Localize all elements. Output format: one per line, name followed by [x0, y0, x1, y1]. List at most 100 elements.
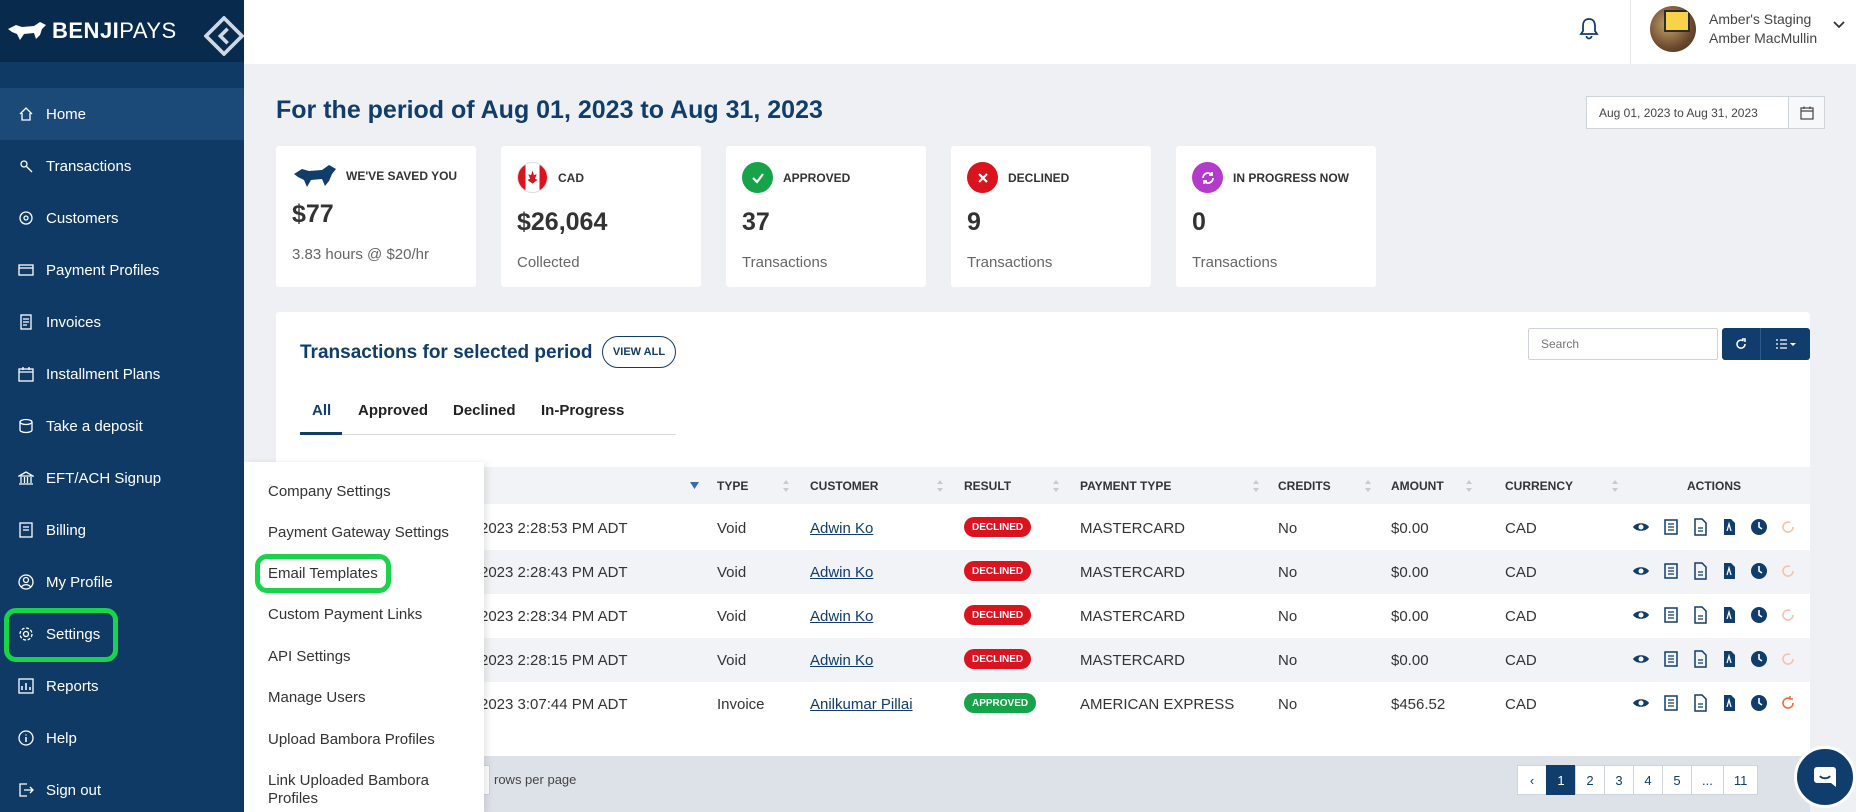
sidebar-item-sign-out[interactable]: Sign out	[0, 764, 244, 812]
search-input[interactable]	[1528, 328, 1718, 360]
refund-icon[interactable]	[1779, 562, 1797, 580]
sidebar-item-settings[interactable]: Settings	[0, 608, 244, 660]
tab-all[interactable]: All	[312, 402, 332, 419]
sidebar-item-take-deposit[interactable]: Take a deposit	[0, 400, 244, 452]
table-row[interactable]: 2023 2:28:15 PM ADT Void Adwin Ko DECLIN…	[276, 638, 1810, 682]
clock-icon[interactable]	[1750, 606, 1768, 624]
receipt-icon[interactable]	[1662, 606, 1680, 624]
column-header[interactable]: CURRENCY	[1505, 479, 1574, 493]
sidebar-item-invoices[interactable]: Invoices	[0, 296, 244, 348]
refund-icon[interactable]	[1779, 606, 1797, 624]
customer-link[interactable]: Adwin Ko	[810, 520, 874, 537]
menu-item-manage-users[interactable]: Manage Users	[268, 689, 366, 706]
receipt-icon[interactable]	[1662, 650, 1680, 668]
document-icon[interactable]	[1691, 694, 1709, 712]
clock-icon[interactable]	[1750, 518, 1768, 536]
view-icon[interactable]	[1632, 518, 1650, 536]
document-icon[interactable]	[1691, 650, 1709, 668]
pdf-icon[interactable]	[1720, 518, 1738, 536]
sort-icon[interactable]	[1252, 479, 1260, 493]
refresh-button[interactable]	[1722, 328, 1760, 360]
clock-icon[interactable]	[1750, 562, 1768, 580]
table-row[interactable]: 2023 2:28:43 PM ADT Void Adwin Ko DECLIN…	[276, 550, 1810, 594]
sidebar-item-payment-profiles[interactable]: Payment Profiles	[0, 244, 244, 296]
refund-icon[interactable]	[1779, 518, 1797, 536]
column-header[interactable]: PAYMENT TYPE	[1080, 479, 1172, 493]
pdf-icon[interactable]	[1720, 562, 1738, 580]
column-header[interactable]: AMOUNT	[1391, 479, 1444, 493]
table-row[interactable]: 2023 3:07:44 PM ADT Invoice Anilkumar Pi…	[276, 682, 1810, 726]
sort-icon[interactable]	[1052, 479, 1060, 493]
menu-item-payment-gateway-settings[interactable]: Payment Gateway Settings	[268, 524, 449, 541]
sidebar-item-billing[interactable]: Billing	[0, 504, 244, 556]
column-header[interactable]: CREDITS	[1278, 479, 1331, 493]
receipt-icon[interactable]	[1662, 562, 1680, 580]
clock-icon[interactable]	[1750, 694, 1768, 712]
sidebar-item-eft-ach-signup[interactable]: EFT/ACH Signup	[0, 452, 244, 504]
customer-link[interactable]: Adwin Ko	[810, 564, 874, 581]
sidebar-item-transactions[interactable]: Transactions	[0, 140, 244, 192]
sidebar-item-reports[interactable]: Reports	[0, 660, 244, 712]
date-range-input[interactable]: Aug 01, 2023 to Aug 31, 2023	[1586, 96, 1790, 129]
user-name[interactable]: Amber MacMullin	[1709, 30, 1818, 46]
avatar[interactable]	[1650, 6, 1696, 52]
column-header[interactable]: RESULT	[964, 479, 1012, 493]
column-header[interactable]: TYPE	[717, 479, 749, 493]
brand-name[interactable]: BENJIPAYS	[52, 18, 177, 43]
sort-icon[interactable]	[1611, 479, 1619, 493]
calendar-button[interactable]	[1788, 96, 1825, 129]
pdf-icon[interactable]	[1720, 650, 1738, 668]
sort-icon[interactable]	[782, 479, 790, 493]
clock-icon[interactable]	[1750, 650, 1768, 668]
refund-icon[interactable]	[1779, 694, 1797, 712]
sort-desc-icon[interactable]	[690, 481, 699, 490]
page-button[interactable]: 2	[1575, 765, 1605, 795]
organization-name[interactable]: Amber's Staging	[1709, 11, 1812, 27]
customer-link[interactable]: Adwin Ko	[810, 652, 874, 669]
view-icon[interactable]	[1632, 562, 1650, 580]
notification-bell-icon[interactable]	[1578, 16, 1600, 40]
page-button[interactable]: 4	[1633, 765, 1663, 795]
tab-in-progress[interactable]: In-Progress	[541, 402, 625, 419]
sort-icon[interactable]	[936, 479, 944, 493]
menu-item-upload-bambora-profiles[interactable]: Upload Bambora Profiles	[268, 731, 435, 748]
sidebar-item-home[interactable]: Home	[0, 88, 244, 140]
sidebar-item-customers[interactable]: Customers	[0, 192, 244, 244]
menu-item-company-settings[interactable]: Company Settings	[268, 483, 391, 500]
view-icon[interactable]	[1632, 606, 1650, 624]
menu-item-link-uploaded-bambora-profiles-line2[interactable]: Profiles	[268, 790, 319, 807]
sidebar-item-my-profile[interactable]: My Profile	[0, 556, 244, 608]
menu-item-email-templates[interactable]: Email Templates	[268, 565, 378, 582]
menu-item-link-uploaded-bambora-profiles[interactable]: Link Uploaded Bambora	[268, 772, 429, 789]
page-button[interactable]: 5	[1662, 765, 1692, 795]
tab-approved[interactable]: Approved	[358, 402, 429, 419]
document-icon[interactable]	[1691, 518, 1709, 536]
sidebar-item-installment-plans[interactable]: Installment Plans	[0, 348, 244, 400]
receipt-icon[interactable]	[1662, 694, 1680, 712]
refund-icon[interactable]	[1779, 650, 1797, 668]
customer-link[interactable]: Anilkumar Pillai	[810, 696, 913, 713]
chat-launcher-button[interactable]	[1794, 746, 1856, 808]
tab-declined[interactable]: Declined	[453, 402, 516, 419]
menu-item-api-settings[interactable]: API Settings	[268, 648, 351, 665]
collapse-sidebar-icon[interactable]	[204, 16, 244, 56]
chevron-down-icon[interactable]	[1832, 18, 1846, 32]
customer-link[interactable]: Adwin Ko	[810, 608, 874, 625]
table-row[interactable]: 2023 2:28:53 PM ADT Void Adwin Ko DECLIN…	[276, 506, 1810, 550]
pdf-icon[interactable]	[1720, 606, 1738, 624]
pdf-icon[interactable]	[1720, 694, 1738, 712]
column-header[interactable]: CUSTOMER	[810, 479, 879, 493]
receipt-icon[interactable]	[1662, 518, 1680, 536]
document-icon[interactable]	[1691, 562, 1709, 580]
view-icon[interactable]	[1632, 650, 1650, 668]
view-icon[interactable]	[1632, 694, 1650, 712]
page-prev-button[interactable]: ‹	[1517, 765, 1547, 795]
page-button[interactable]: 1	[1546, 765, 1576, 795]
sidebar-item-help[interactable]: Help	[0, 712, 244, 764]
sort-icon[interactable]	[1364, 479, 1372, 493]
sort-icon[interactable]	[1465, 479, 1473, 493]
page-button[interactable]: 3	[1604, 765, 1634, 795]
page-button[interactable]: 11	[1722, 765, 1759, 795]
table-row[interactable]: 2023 2:28:34 PM ADT Void Adwin Ko DECLIN…	[276, 594, 1810, 638]
menu-item-custom-payment-links[interactable]: Custom Payment Links	[268, 606, 423, 623]
